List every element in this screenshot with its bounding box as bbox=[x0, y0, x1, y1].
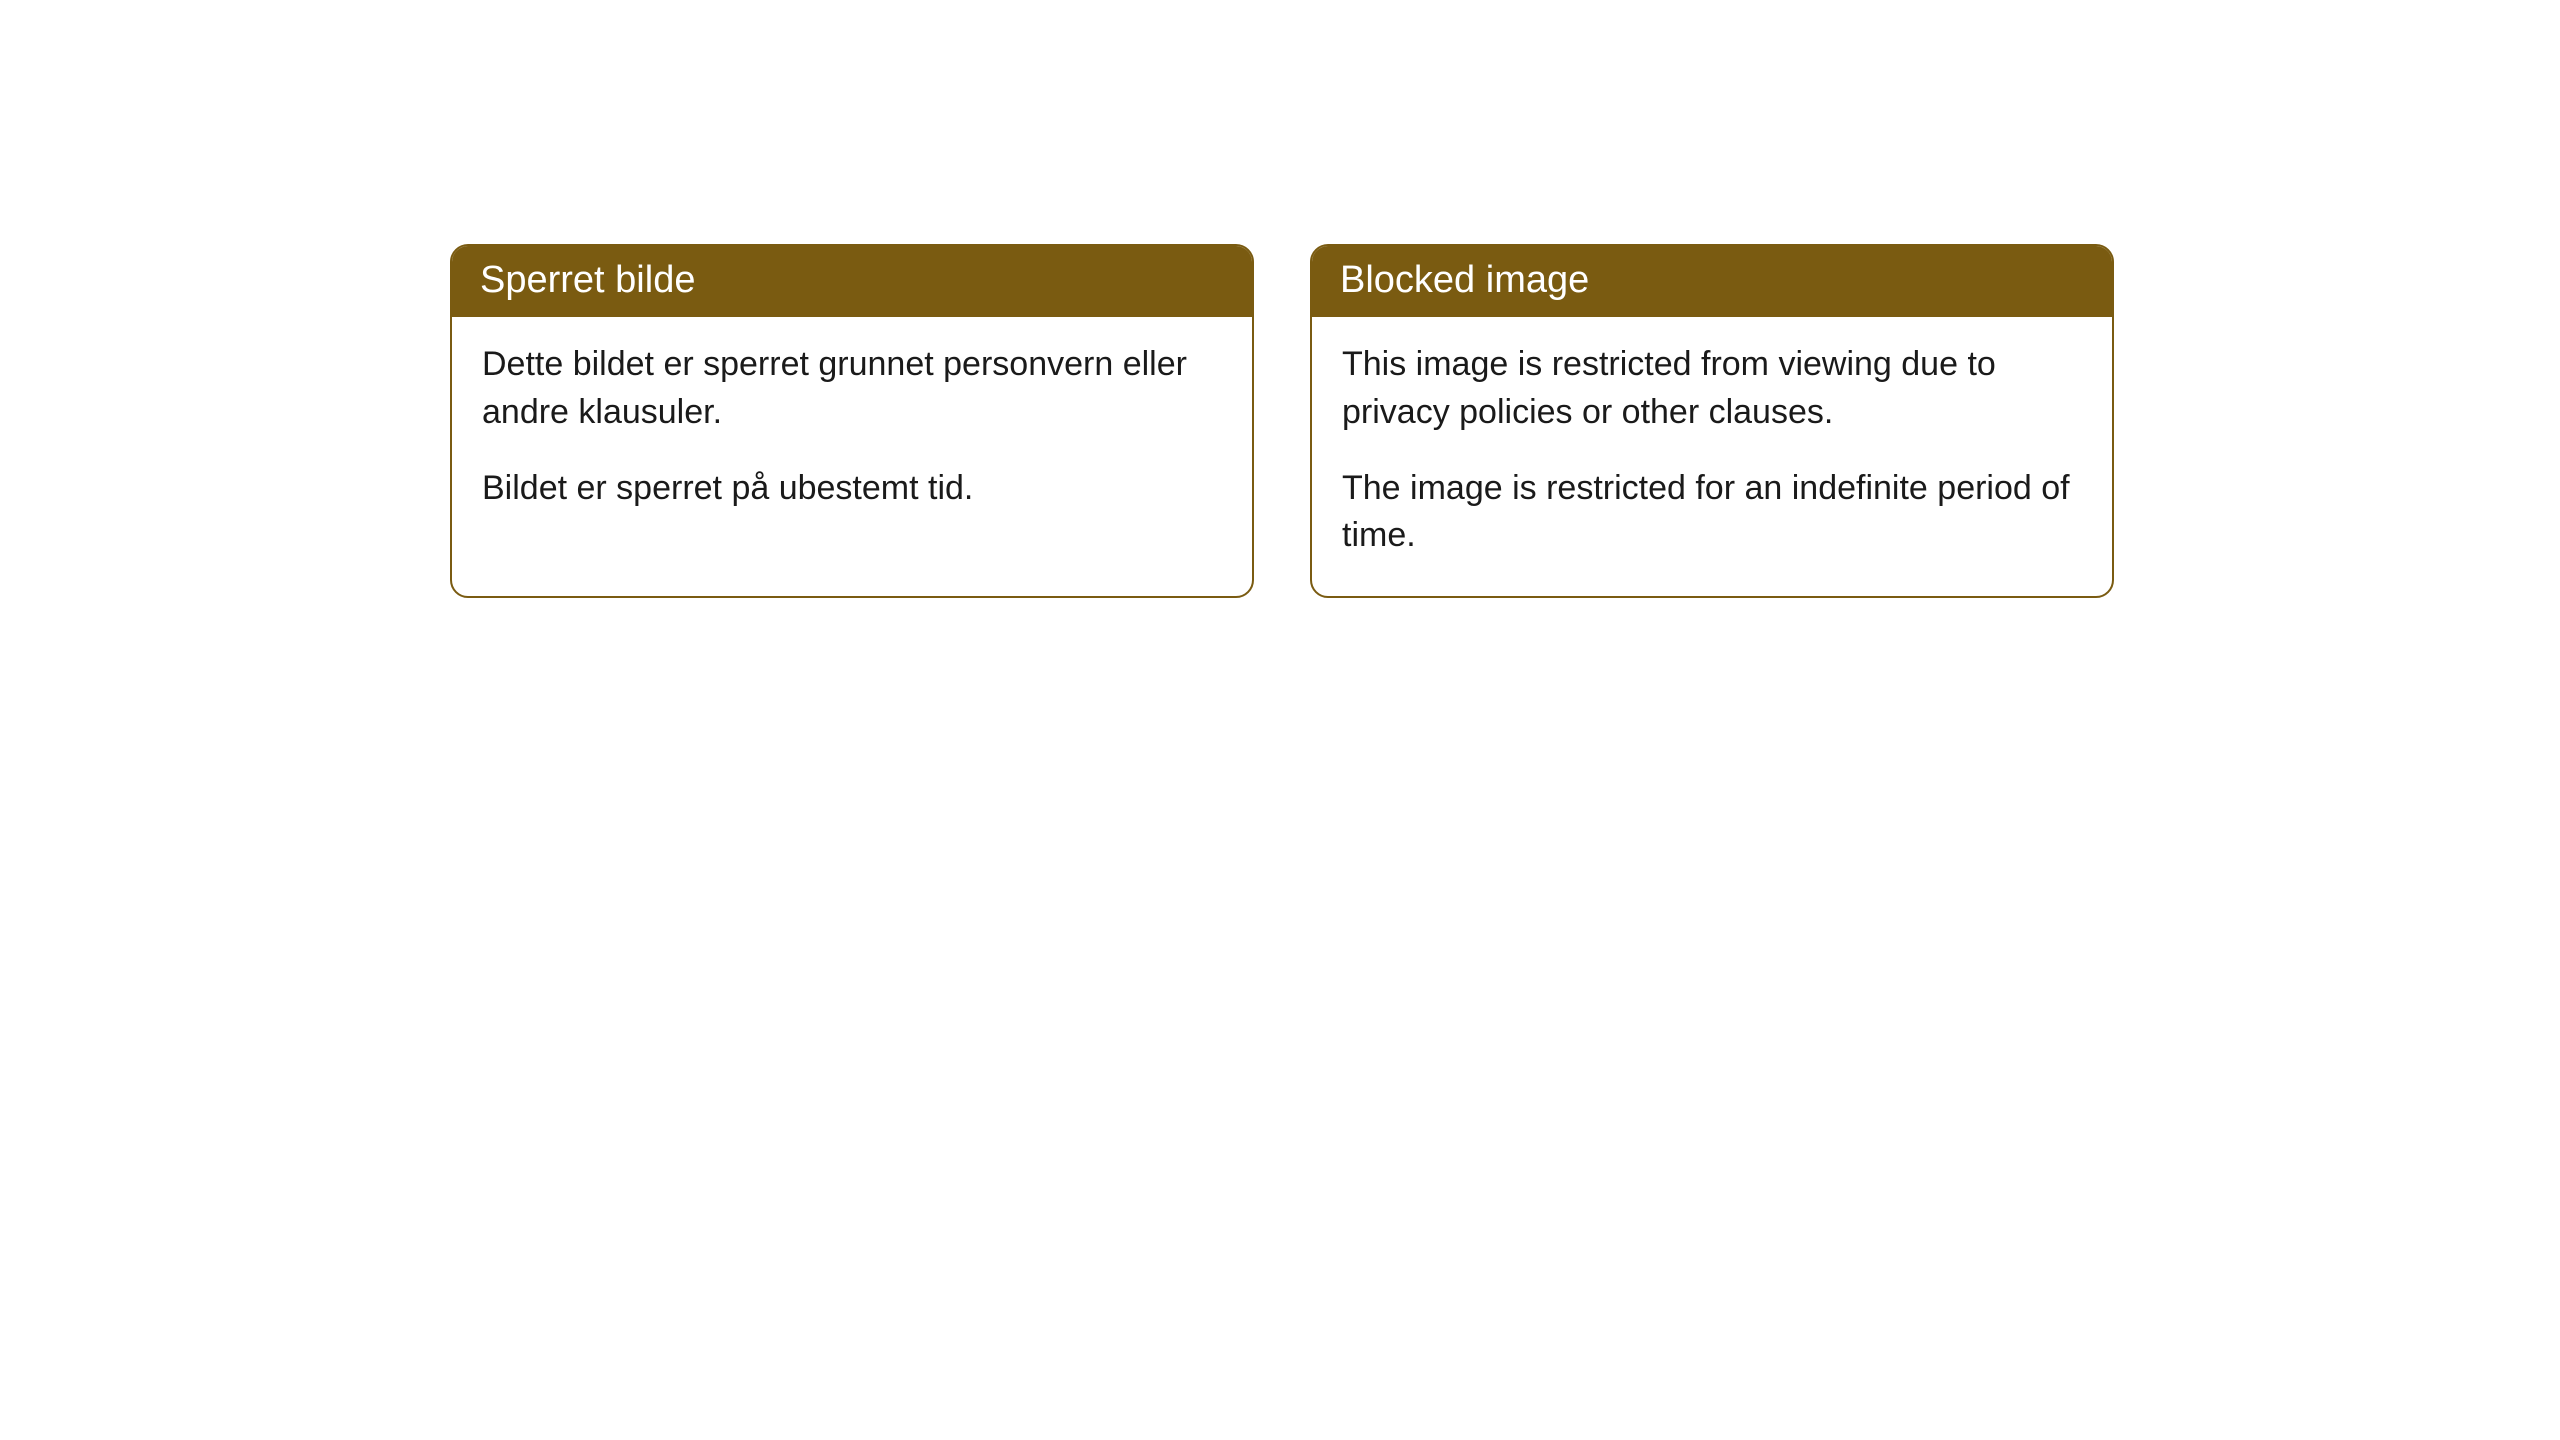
card-body-norwegian: Dette bildet er sperret grunnet personve… bbox=[452, 317, 1252, 548]
notice-card-norwegian: Sperret bilde Dette bildet er sperret gr… bbox=[450, 244, 1254, 598]
card-header-norwegian: Sperret bilde bbox=[452, 246, 1252, 317]
card-paragraph-2-english: The image is restricted for an indefinit… bbox=[1342, 465, 2082, 560]
notice-card-english: Blocked image This image is restricted f… bbox=[1310, 244, 2114, 598]
notice-cards-container: Sperret bilde Dette bildet er sperret gr… bbox=[450, 244, 2114, 598]
card-body-english: This image is restricted from viewing du… bbox=[1312, 317, 2112, 595]
card-paragraph-1-norwegian: Dette bildet er sperret grunnet personve… bbox=[482, 341, 1222, 436]
card-paragraph-1-english: This image is restricted from viewing du… bbox=[1342, 341, 2082, 436]
card-header-english: Blocked image bbox=[1312, 246, 2112, 317]
card-paragraph-2-norwegian: Bildet er sperret på ubestemt tid. bbox=[482, 465, 1222, 513]
